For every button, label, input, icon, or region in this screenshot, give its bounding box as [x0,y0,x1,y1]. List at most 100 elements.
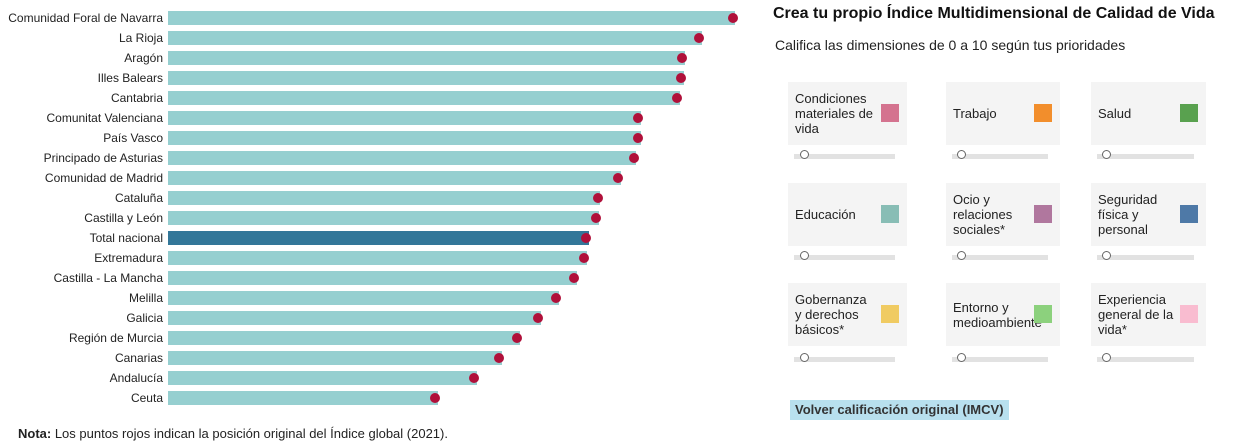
bar[interactable] [168,291,559,305]
dimension-label: Gobernanza y derechos básicos* [795,292,867,337]
category-label: Principado de Asturias [44,151,163,165]
slider-thumb[interactable] [799,353,809,362]
bar[interactable] [168,371,477,385]
original-index-dot[interactable] [591,213,601,223]
bar[interactable] [168,311,541,325]
original-index-dot[interactable] [569,273,579,283]
category-label: Illes Balears [98,71,163,85]
dimension-slider[interactable] [1097,353,1194,362]
bar[interactable] [168,151,636,165]
dimension-slider[interactable] [794,251,895,260]
dimension-slider[interactable] [794,353,895,362]
bar[interactable] [168,71,684,85]
category-label: La Rioja [119,31,163,45]
bar[interactable] [168,191,600,205]
original-index-dot[interactable] [694,33,704,43]
category-label: Ceuta [131,391,163,405]
slider-thumb[interactable] [799,150,809,159]
original-index-dot[interactable] [579,253,589,263]
dimension-color-swatch [881,205,899,223]
reset-original-button[interactable]: Volver calificación original (IMCV) [790,400,1009,420]
category-label: Comunidad Foral de Navarra [8,11,163,25]
dimension-card: Educación [788,183,907,246]
bar[interactable] [168,31,702,45]
original-index-dot[interactable] [512,333,522,343]
bar[interactable] [168,211,599,225]
dimension-label: Educación [795,207,856,222]
dimension-slider[interactable] [794,150,895,159]
slider-thumb[interactable] [799,251,809,260]
original-index-dot[interactable] [676,73,686,83]
dimension-slider[interactable] [1097,251,1194,260]
dimension-slider[interactable] [952,150,1048,159]
dimension-color-swatch [881,104,899,122]
category-label: Galicia [126,311,163,325]
bar[interactable] [168,131,641,145]
original-index-dot[interactable] [613,173,623,183]
dimension-slider[interactable] [952,353,1048,362]
bar[interactable] [168,391,438,405]
slider-thumb[interactable] [1102,353,1112,362]
category-label: País Vasco [103,131,163,145]
original-index-dot[interactable] [430,393,440,403]
bar[interactable] [168,91,680,105]
dimension-label: Entorno y medioambiente [953,299,1042,330]
original-index-dot[interactable] [581,233,591,243]
category-label: Total nacional [90,231,163,245]
dimension-slider[interactable] [952,251,1048,260]
dimension-card: Entorno y medioambiente [946,283,1060,346]
dimension-label: Ocio y relaciones sociales* [953,192,1013,237]
bar[interactable] [168,171,621,185]
slider-thumb[interactable] [1102,150,1112,159]
bar[interactable] [168,251,587,265]
bar-highlight[interactable] [168,231,589,245]
bar[interactable] [168,111,641,125]
note-text: Los puntos rojos indican la posición ori… [51,426,448,441]
bar[interactable] [168,351,502,365]
dimension-card: Seguridad física y personal [1091,183,1206,246]
bar[interactable] [168,11,735,25]
slider-thumb[interactable] [957,251,967,260]
dimension-slider[interactable] [1097,150,1194,159]
category-label: Andalucía [110,371,164,385]
original-index-dot[interactable] [469,373,479,383]
slider-thumb[interactable] [957,353,967,362]
dimension-color-swatch [1180,205,1198,223]
original-index-dot[interactable] [533,313,543,323]
dimension-label: Condiciones materiales de vida [795,91,874,136]
category-label: Castilla - La Mancha [54,271,164,285]
category-label: Extremadura [94,251,163,265]
dimension-card: Salud [1091,82,1206,145]
slider-thumb[interactable] [1102,251,1112,260]
original-index-dot[interactable] [633,113,643,123]
original-index-dot[interactable] [551,293,561,303]
dimension-label: Experiencia general de la vida* [1098,292,1174,337]
category-label: Aragón [124,51,163,65]
bar[interactable] [168,271,577,285]
dimension-color-swatch [1180,104,1198,122]
original-index-dot[interactable] [672,93,682,103]
chart-note: Nota: Los puntos rojos indican la posici… [18,426,448,441]
original-index-dot[interactable] [629,153,639,163]
slider-thumb[interactable] [957,150,967,159]
dimension-label: Seguridad física y personal [1098,192,1158,237]
category-label: Canarias [115,351,163,365]
category-label: Melilla [129,291,163,305]
dimension-card: Gobernanza y derechos básicos* [788,283,907,346]
original-index-dot[interactable] [593,193,603,203]
dimension-color-swatch [1034,205,1052,223]
ranking-chart: Comunidad Foral de Navarra La Rioja Aragón… [8,11,738,405]
original-index-dot[interactable] [494,353,504,363]
bar[interactable] [168,51,685,65]
original-index-dot[interactable] [728,13,738,23]
category-label: Región de Murcia [69,331,163,345]
bar[interactable] [168,331,520,345]
dimension-card: Condiciones materiales de vida [788,82,907,145]
panel-title: Crea tu propio Índice Multidimensional d… [773,5,1215,22]
category-label: Comunidad de Madrid [45,171,163,185]
original-index-dot[interactable] [677,53,687,63]
dimension-color-swatch [881,305,899,323]
original-index-dot[interactable] [633,133,643,143]
dimension-label: Salud [1098,106,1132,121]
dimension-color-swatch [1180,305,1198,323]
